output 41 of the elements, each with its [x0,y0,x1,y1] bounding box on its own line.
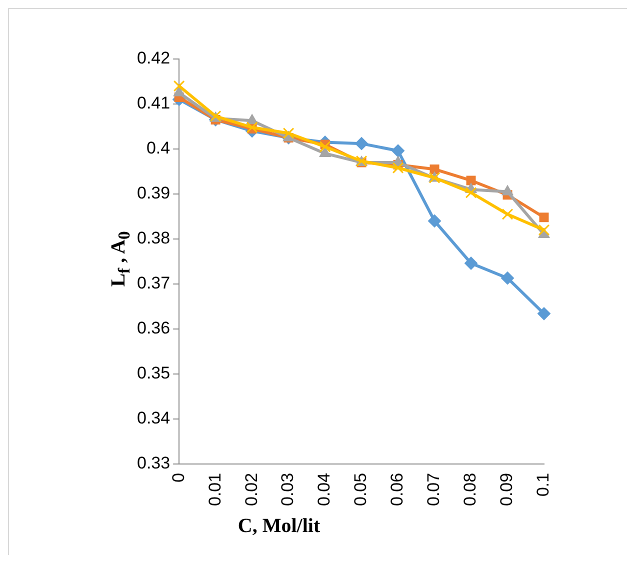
point [465,186,477,198]
x-tick-label: 0.1 [534,472,553,497]
point [319,141,331,152]
x-tick-label: 0.01 [205,472,224,506]
y-tick-label: 0.41 [136,94,170,113]
y-tick-label: 0.33 [136,454,170,473]
x-axis-title: C, Mol/lit [238,515,320,538]
x-tick-label: 0.08 [460,472,480,506]
y-tick-label: 0.35 [136,364,170,383]
point [501,272,514,285]
point [392,162,404,174]
point [428,214,442,228]
point [466,176,476,186]
y-tick-label: 0.34 [136,408,170,428]
point [355,137,368,150]
point [392,144,405,158]
y-tick-label: 0.37 [136,274,170,293]
point [282,128,294,139]
y-tick-label: 0.4 [146,138,170,158]
x-tick-label: 0 [168,472,188,482]
y-tick-label: 0.42 [136,48,170,68]
x-tick-label: 0.09 [497,472,516,506]
x-tick-label: 0.03 [278,472,298,506]
point [173,86,185,96]
point [173,80,185,92]
point [538,224,550,236]
point [502,208,514,220]
x-tick-label: 0.04 [314,472,334,506]
point [539,212,549,222]
x-tick-label: 0.05 [351,472,370,506]
x-tick-label: 0.07 [424,472,444,506]
x-tick-label: 0.06 [388,472,407,506]
point [502,185,514,196]
y-tick-label: 0.36 [136,318,170,338]
y-tick-label: 0.38 [136,228,170,248]
point [464,256,478,270]
y-tick-label: 0.39 [136,184,170,203]
x-tick-label: 0.02 [242,472,261,506]
point [430,164,440,174]
point [538,307,550,320]
point [319,146,331,157]
